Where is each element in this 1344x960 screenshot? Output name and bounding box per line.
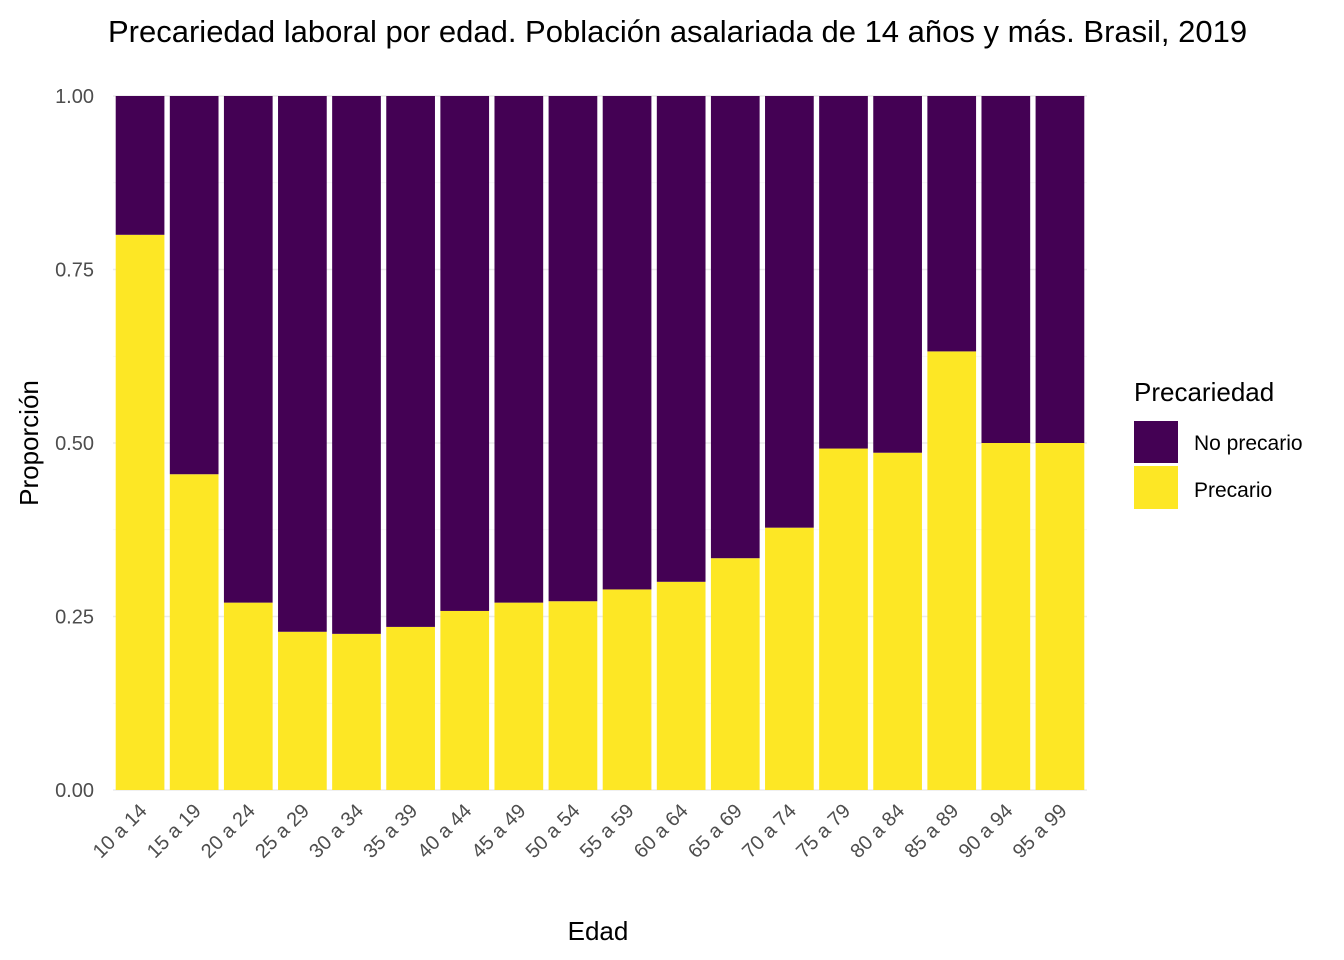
bar-no-precario-65-a-69 <box>710 96 760 559</box>
legend-key-precario <box>1134 466 1178 509</box>
bar-precario-65-a-69 <box>710 558 760 790</box>
bar-no-precario-45-a-49 <box>494 96 544 603</box>
x-tick-label: 85 a 89 <box>901 800 964 863</box>
y-tick-label: 0.50 <box>55 433 94 455</box>
bar-precario-20-a-24 <box>223 602 273 790</box>
bar-precario-75-a-79 <box>819 448 868 790</box>
x-tick-label: 75 a 79 <box>792 800 855 863</box>
bar-precario-30-a-34 <box>332 633 381 790</box>
bar-no-precario-25-a-29 <box>278 96 327 632</box>
legend-title: Precariedad <box>1134 377 1274 407</box>
bar-no-precario-80-a-84 <box>873 96 922 453</box>
legend-label-no-precario: No precario <box>1194 432 1303 455</box>
x-tick-label: 45 a 49 <box>468 800 531 863</box>
y-tick-label: 1.00 <box>55 86 94 108</box>
x-tick-label: 10 a 14 <box>89 800 152 863</box>
bar-precario-70-a-74 <box>765 527 814 790</box>
x-tick-label: 70 a 74 <box>738 800 801 863</box>
bar-precario-85-a-89 <box>927 351 977 790</box>
bar-precario-15-a-19 <box>169 474 219 790</box>
x-tick-label: 65 a 69 <box>684 800 747 863</box>
x-tick-label: 90 a 94 <box>955 800 1018 863</box>
legend: Precariedad No precario Precario <box>1134 377 1303 509</box>
bar-no-precario-90-a-94 <box>981 96 1031 443</box>
bar-no-precario-30-a-34 <box>332 96 381 634</box>
x-tick-label: 60 a 64 <box>630 800 693 863</box>
bar-precario-90-a-94 <box>981 443 1031 790</box>
x-tick-label: 55 a 59 <box>576 800 639 863</box>
y-tick-label: 0.00 <box>55 780 94 802</box>
bar-no-precario-60-a-64 <box>656 96 706 582</box>
bar-no-precario-50-a-54 <box>548 96 598 602</box>
bar-precario-55-a-59 <box>602 589 652 790</box>
x-axis-title: Edad <box>568 916 629 946</box>
x-tick-label: 50 a 54 <box>522 800 585 863</box>
bar-no-precario-35-a-39 <box>386 96 435 627</box>
bar-no-precario-20-a-24 <box>223 96 273 603</box>
x-tick-label: 15 a 19 <box>143 800 206 863</box>
x-tick-label: 20 a 24 <box>197 800 260 863</box>
bar-no-precario-95-a-99 <box>1035 96 1085 443</box>
bar-precario-80-a-84 <box>873 452 922 790</box>
y-tick-label: 0.25 <box>55 607 94 629</box>
y-tick-label: 0.75 <box>55 260 94 282</box>
bar-no-precario-85-a-89 <box>927 96 977 352</box>
legend-key-no-precario <box>1134 421 1178 463</box>
bar-precario-25-a-29 <box>278 631 327 790</box>
x-tick-label: 40 a 44 <box>414 800 477 863</box>
chart-title: Precariedad laboral por edad. Población … <box>108 14 1247 49</box>
bar-no-precario-75-a-79 <box>819 96 868 449</box>
bar-no-precario-55-a-59 <box>602 96 652 590</box>
bar-no-precario-70-a-74 <box>765 96 814 528</box>
y-tick-labels: 0.00 0.25 0.50 0.75 1.00 <box>55 86 94 802</box>
bar-precario-60-a-64 <box>656 581 706 790</box>
legend-label-precario: Precario <box>1194 479 1272 502</box>
x-tick-label: 35 a 39 <box>359 800 422 863</box>
bar-precario-35-a-39 <box>386 626 435 790</box>
bars <box>115 96 1085 791</box>
bar-precario-95-a-99 <box>1035 443 1085 790</box>
bar-precario-45-a-49 <box>494 602 544 790</box>
bar-no-precario-15-a-19 <box>169 96 219 475</box>
x-tick-label: 80 a 84 <box>846 800 909 863</box>
bar-precario-40-a-44 <box>440 610 490 790</box>
x-tick-label: 30 a 34 <box>305 800 368 863</box>
bar-no-precario-40-a-44 <box>440 96 490 611</box>
x-tick-label: 25 a 29 <box>251 800 314 863</box>
bar-precario-10-a-14 <box>115 234 165 791</box>
bar-no-precario-10-a-14 <box>115 96 165 235</box>
y-axis-title: Proporción <box>14 380 44 506</box>
x-tick-label: 95 a 99 <box>1009 800 1072 863</box>
bar-precario-50-a-54 <box>548 601 598 790</box>
